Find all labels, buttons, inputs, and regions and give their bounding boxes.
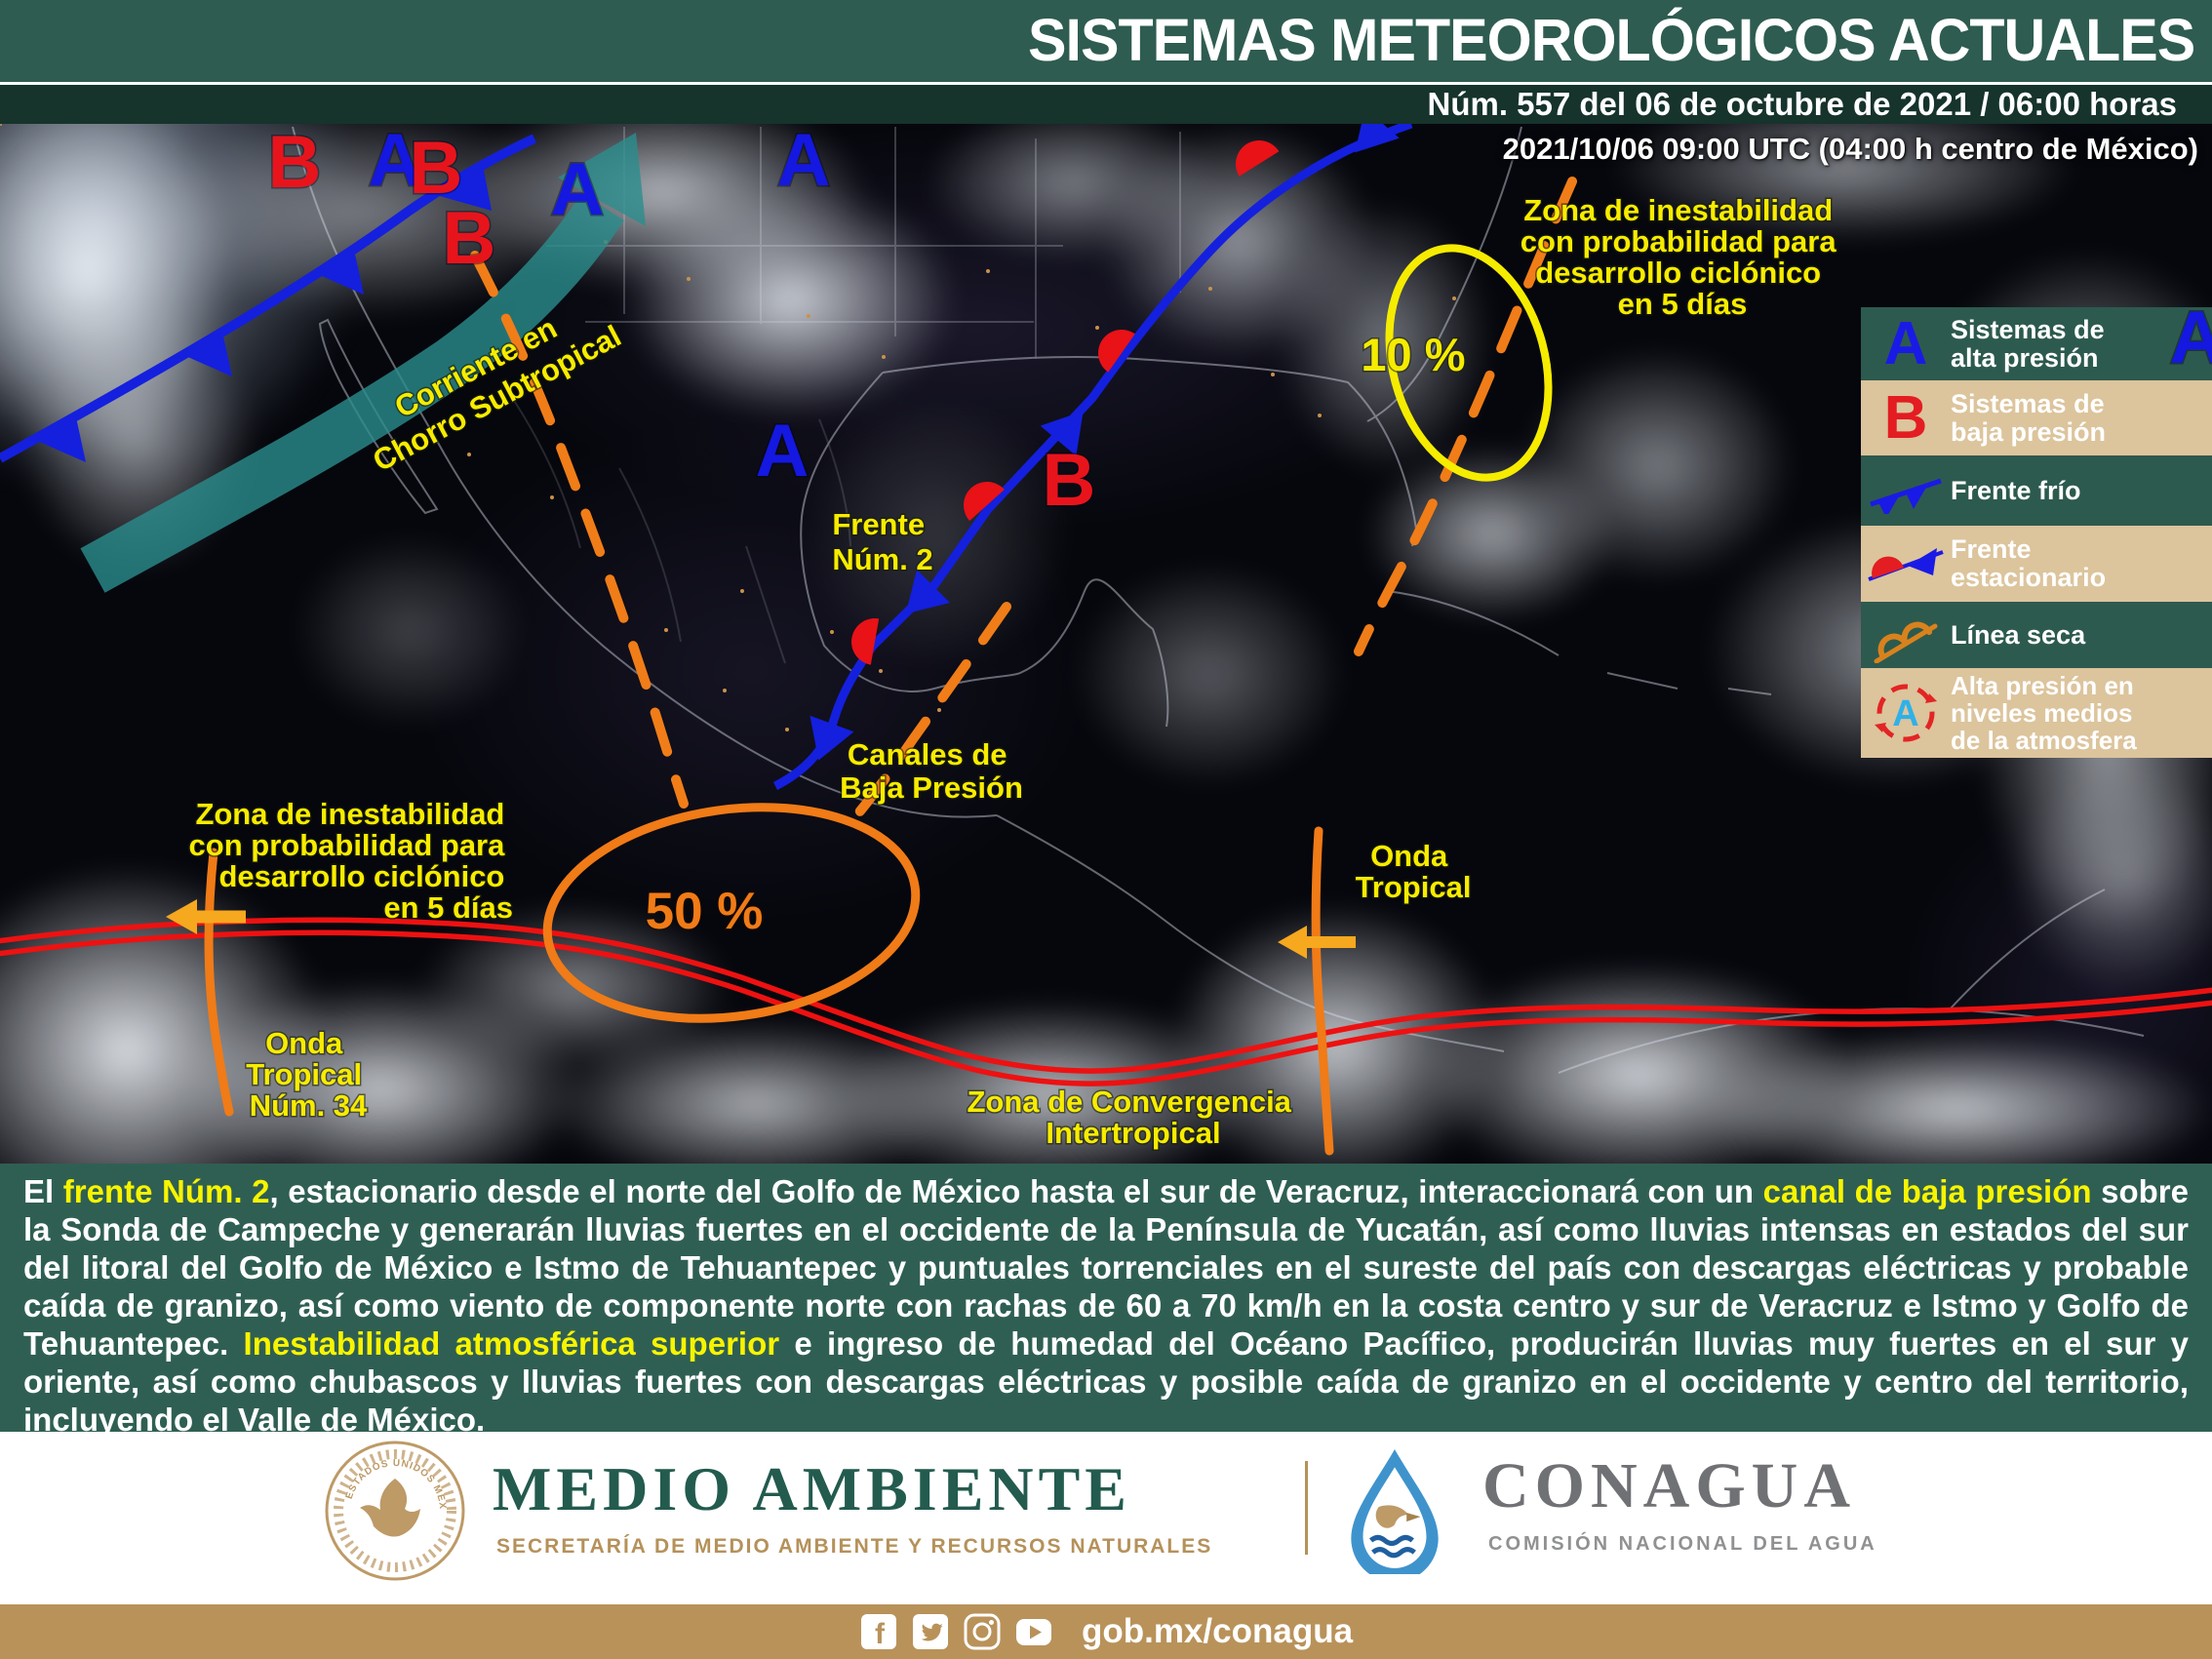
legend-row-high-pressure: A Sistemas de alta presión (1861, 307, 2212, 380)
summary-segment: El (23, 1173, 63, 1209)
svg-text:A: A (1892, 693, 1918, 734)
header-subband: Núm. 557 del 06 de octubre de 2021 / 06:… (0, 85, 2212, 124)
svg-text:f: f (875, 1618, 886, 1650)
conagua-subtitle: COMISIÓN NACIONAL DEL AGUA (1488, 1533, 1877, 1555)
summary-text: El frente Núm. 2, estacionario desde el … (23, 1173, 2189, 1438)
footer: ESTADOS UNIDOS MEXICANOS MEDIO AMBIENTE … (0, 1432, 2212, 1604)
legend-label: Sistemas de alta presión (1951, 314, 2105, 373)
mexico-seal: ESTADOS UNIDOS MEXICANOS (322, 1438, 465, 1581)
legend-label: Alta presión en niveles medios de la atmos… (1951, 671, 2137, 755)
conagua-logo: CONAGUA (1482, 1450, 1856, 1521)
low-pressure-icon: B (1883, 383, 1928, 452)
utc-timestamp: 2021/10/06 09:00 UTC (04:00 h centro de … (1502, 132, 2198, 166)
summary-segment: sobre la Sonda de Campeche y generarán l… (23, 1173, 2189, 1362)
footer-divider (1305, 1461, 1308, 1555)
page-title: SISTEMAS METEOROLÓGICOS ACTUALES (1027, 7, 2195, 73)
dry-line-icon (1861, 607, 1951, 663)
summary-segment: , estacionario desde el norte del Golfo … (269, 1173, 1763, 1209)
satellite-map: 2021/10/06 09:00 UTC (04:00 h centro de … (0, 124, 2212, 1164)
legend-row-stationary-front: Frente estacionario (1861, 526, 2212, 602)
header-band: SISTEMAS METEOROLÓGICOS ACTUALES (0, 0, 2212, 85)
legend-label: Frente estacionario (1951, 534, 2107, 592)
legend-label: Sistemas de baja presión (1951, 388, 2107, 447)
cold-front-icon (1861, 467, 1951, 514)
eagle-icon (360, 1479, 420, 1537)
city-lights (0, 124, 2, 126)
high-pressure-icon: A (1883, 309, 1928, 377)
medio-ambiente-logo: MEDIO AMBIENTE (493, 1454, 1131, 1523)
facebook-icon: f (860, 1614, 896, 1650)
stationary-front-icon (1861, 538, 1951, 589)
legend-label: Línea seca (1951, 619, 2086, 650)
twitter-icon (912, 1614, 948, 1649)
legend-row-mid-level-high: A Alta presión en niveles medios de la atm… (1861, 668, 2212, 758)
mid-level-high-icon: A (1861, 680, 1951, 746)
legend-label: Frente frío (1951, 475, 2081, 505)
conagua-drop-icon (1351, 1449, 1439, 1574)
bulletin-number: Núm. 557 del 06 de octubre de 2021 / 06:… (1427, 86, 2177, 122)
legend-row-dry-line: Línea seca (1861, 602, 2212, 668)
legend-row-cold-front: Frente frío (1861, 455, 2212, 526)
gobmx-url: gob.mx/conagua (1081, 1612, 1354, 1650)
summary-highlight: canal de baja presión (1762, 1173, 2092, 1209)
legend-row-low-pressure: B Sistemas de baja presión (1861, 380, 2212, 455)
map-legend: A Sistemas de alta presión B Sistemas de b… (1861, 307, 2212, 758)
social-bar: f gob.mx/conagua (0, 1604, 2212, 1659)
summary-segment: e ingreso de humedad del Océano Pacífico… (23, 1325, 2189, 1438)
weather-summary: El frente Núm. 2, estacionario desde el … (0, 1164, 2212, 1438)
summary-highlight: frente Núm. 2 (62, 1173, 270, 1209)
summary-highlight: Inestabilidad atmosférica superior (243, 1325, 780, 1362)
youtube-icon (1015, 1619, 1051, 1645)
instagram-icon (964, 1613, 1001, 1650)
secretaria-subtitle: SECRETARÍA DE MEDIO AMBIENTE Y RECURSOS … (496, 1535, 1213, 1558)
